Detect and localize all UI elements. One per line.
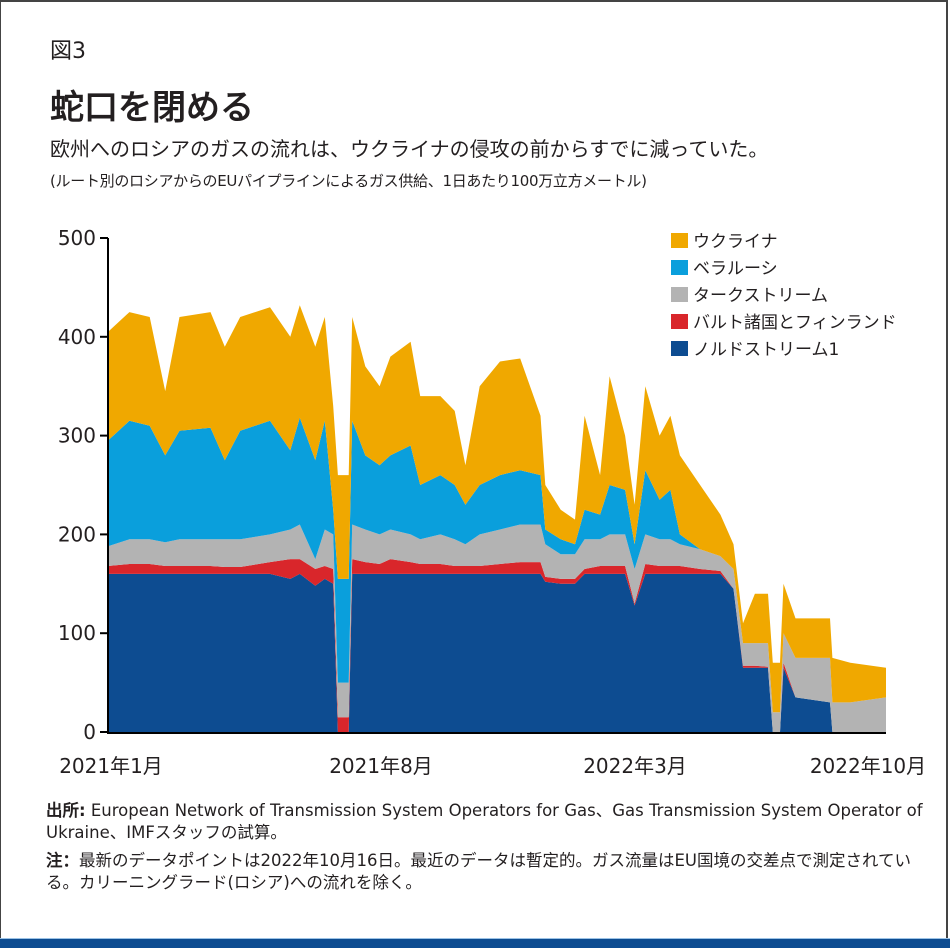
legend-swatch xyxy=(671,260,688,275)
area-series-4 xyxy=(108,305,886,713)
legend-label: バルト諸国とフィンランド xyxy=(693,313,897,333)
y-tick-label: 400 xyxy=(58,325,96,349)
chart-title: 蛇口を閉める xyxy=(50,88,254,128)
y-tick-label: 500 xyxy=(58,226,96,250)
x-tick-label: 2021年1月 xyxy=(59,754,163,778)
x-tick-label: 2022年10月 xyxy=(810,754,926,778)
area-series-2 xyxy=(108,524,886,732)
note-label: 注： xyxy=(46,851,79,870)
chart-units: (ルート別のロシアからのEUパイプラインによるガス供給、1日あたり100万立方メ… xyxy=(50,172,647,190)
note-text: 最新のデータポイントは2022年10月16日。最近のデータは暫定的。ガス流量はE… xyxy=(46,851,911,892)
notes: 出所: European Network of Transmission Sys… xyxy=(46,800,926,900)
chart-subtitle: 欧州へのロシアのガスの流れは、ウクライナの侵攻の前からすでに減っていた。 xyxy=(50,137,769,161)
legend-swatch xyxy=(671,287,688,302)
y-tick-label: 200 xyxy=(58,522,96,546)
legend-label: ベラルーシ xyxy=(693,259,778,279)
legend-swatch xyxy=(671,314,688,329)
y-tick-label: 0 xyxy=(83,720,96,744)
y-ticks: 0 100 200 300 400 500 xyxy=(58,226,108,744)
source-label: 出所: xyxy=(46,801,86,820)
legend-swatch xyxy=(671,341,688,356)
source-text: European Network of Transmission System … xyxy=(46,801,923,842)
bottom-bar xyxy=(0,938,950,948)
area-series-0 xyxy=(108,573,886,732)
source-note: 出所: European Network of Transmission Sys… xyxy=(46,800,926,844)
legend-swatch xyxy=(671,233,688,248)
areas-layer xyxy=(108,305,886,732)
y-tick-label: 100 xyxy=(58,621,96,645)
x-tick-label: 2022年3月 xyxy=(583,754,687,778)
y-tick-label: 300 xyxy=(58,424,96,448)
footnote: 注：最新のデータポイントは2022年10月16日。最近のデータは暫定的。ガス流量… xyxy=(46,850,926,894)
legend-label: ウクライナ xyxy=(693,232,778,252)
figure-label: 図3 xyxy=(50,39,86,64)
x-ticks: 2021年1月 2021年8月 2022年3月 2022年10月 xyxy=(59,754,926,778)
legend-label: ノルドストリーム1 xyxy=(693,340,839,360)
area-series-3 xyxy=(108,417,886,713)
legend-label: タークストリーム xyxy=(693,286,828,306)
x-tick-label: 2021年8月 xyxy=(329,754,433,778)
